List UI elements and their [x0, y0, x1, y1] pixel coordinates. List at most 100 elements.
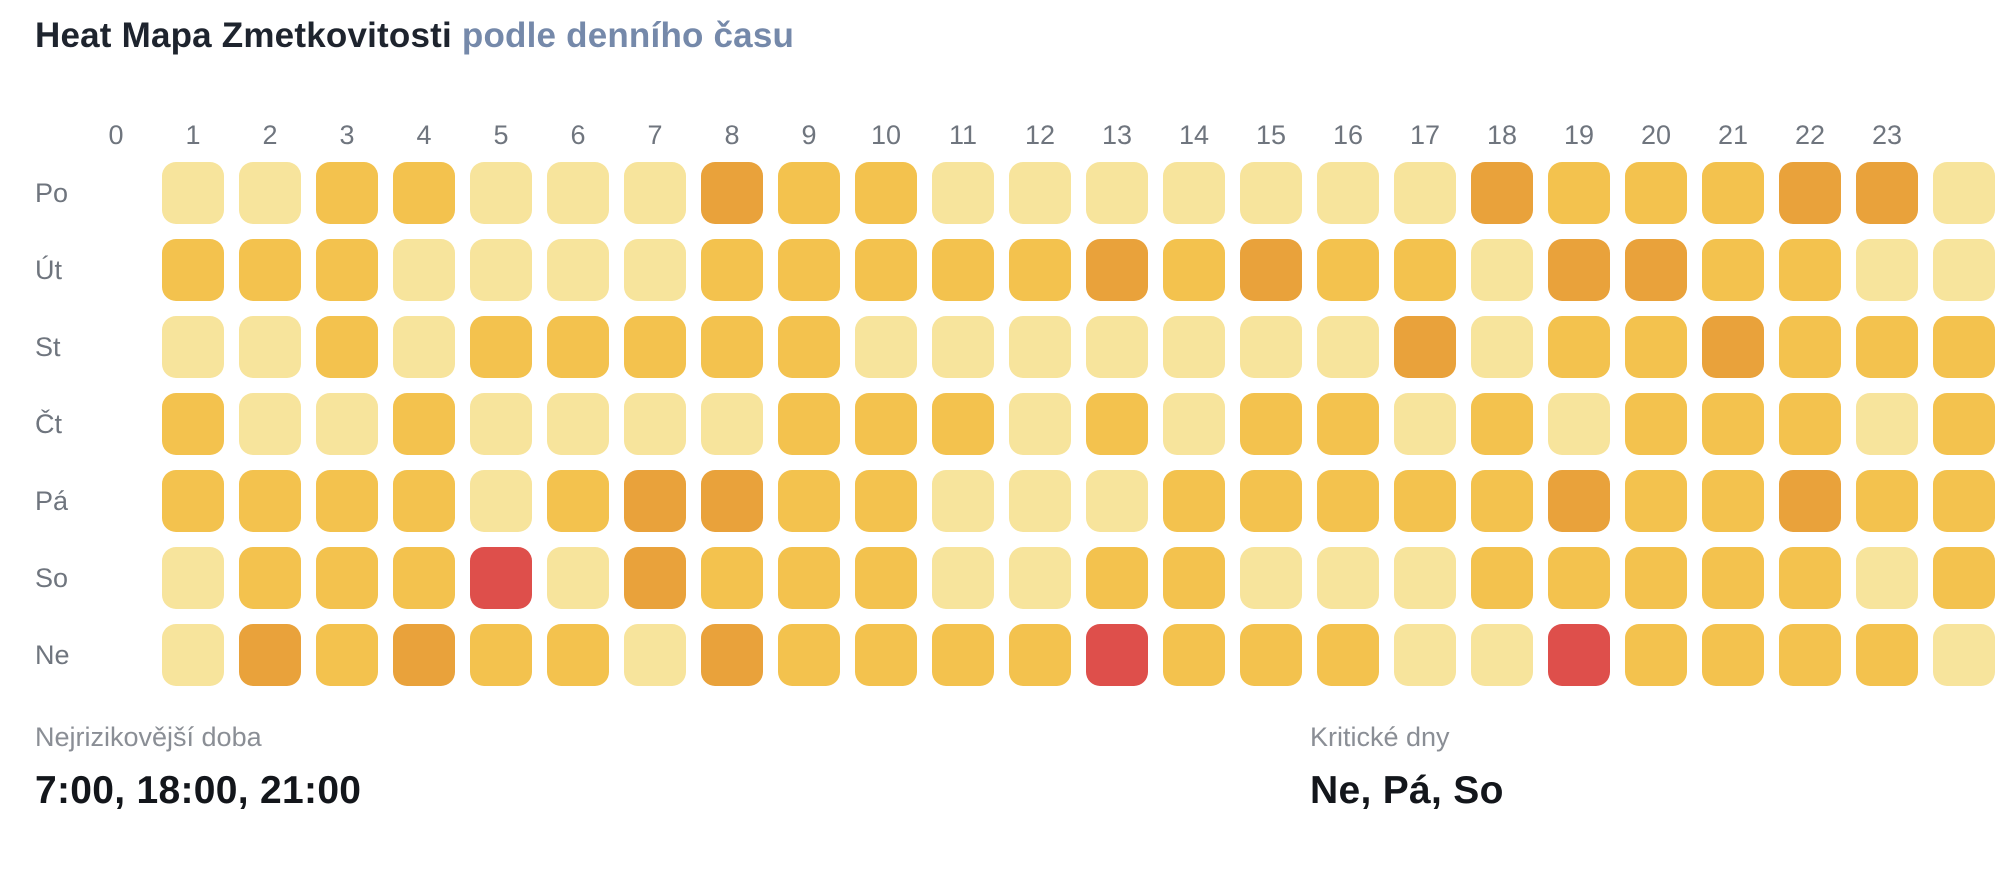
- heatmap-cell[interactable]: [1009, 393, 1071, 455]
- heatmap-cell[interactable]: [1933, 239, 1995, 301]
- heatmap-cell[interactable]: [1779, 547, 1841, 609]
- heatmap-cell[interactable]: [1625, 162, 1687, 224]
- heatmap-cell[interactable]: [1086, 470, 1148, 532]
- heatmap-cell[interactable]: [1548, 470, 1610, 532]
- heatmap-cell[interactable]: [932, 393, 994, 455]
- heatmap-cell[interactable]: [1471, 470, 1533, 532]
- heatmap-cell[interactable]: [547, 316, 609, 378]
- heatmap-cell[interactable]: [470, 162, 532, 224]
- heatmap-cell[interactable]: [239, 162, 301, 224]
- heatmap-cell[interactable]: [393, 624, 455, 686]
- heatmap-cell[interactable]: [778, 239, 840, 301]
- heatmap-cell[interactable]: [1240, 239, 1302, 301]
- heatmap-cell[interactable]: [1394, 162, 1456, 224]
- heatmap-cell[interactable]: [1933, 316, 1995, 378]
- heatmap-cell[interactable]: [1163, 624, 1225, 686]
- heatmap-cell[interactable]: [624, 316, 686, 378]
- heatmap-cell[interactable]: [1163, 162, 1225, 224]
- heatmap-cell[interactable]: [316, 162, 378, 224]
- heatmap-cell[interactable]: [1548, 239, 1610, 301]
- heatmap-cell[interactable]: [1702, 162, 1764, 224]
- heatmap-cell[interactable]: [1086, 624, 1148, 686]
- heatmap-cell[interactable]: [1317, 162, 1379, 224]
- heatmap-cell[interactable]: [239, 393, 301, 455]
- heatmap-cell[interactable]: [162, 624, 224, 686]
- heatmap-cell[interactable]: [470, 239, 532, 301]
- heatmap-cell[interactable]: [1625, 470, 1687, 532]
- heatmap-cell[interactable]: [1702, 239, 1764, 301]
- heatmap-cell[interactable]: [1548, 393, 1610, 455]
- heatmap-cell[interactable]: [1625, 239, 1687, 301]
- heatmap-cell[interactable]: [547, 162, 609, 224]
- heatmap-cell[interactable]: [1240, 162, 1302, 224]
- heatmap-cell[interactable]: [1086, 547, 1148, 609]
- heatmap-cell[interactable]: [547, 470, 609, 532]
- heatmap-cell[interactable]: [855, 393, 917, 455]
- heatmap-cell[interactable]: [701, 162, 763, 224]
- heatmap-cell[interactable]: [162, 316, 224, 378]
- heatmap-cell[interactable]: [1163, 316, 1225, 378]
- heatmap-cell[interactable]: [470, 470, 532, 532]
- heatmap-cell[interactable]: [778, 624, 840, 686]
- heatmap-cell[interactable]: [1009, 239, 1071, 301]
- heatmap-cell[interactable]: [778, 547, 840, 609]
- heatmap-cell[interactable]: [855, 547, 917, 609]
- heatmap-cell[interactable]: [393, 393, 455, 455]
- heatmap-cell[interactable]: [470, 393, 532, 455]
- heatmap-cell[interactable]: [932, 547, 994, 609]
- heatmap-cell[interactable]: [1240, 547, 1302, 609]
- heatmap-cell[interactable]: [1933, 624, 1995, 686]
- heatmap-cell[interactable]: [470, 316, 532, 378]
- heatmap-cell[interactable]: [1086, 393, 1148, 455]
- heatmap-cell[interactable]: [1240, 470, 1302, 532]
- heatmap-cell[interactable]: [1240, 393, 1302, 455]
- heatmap-cell[interactable]: [393, 316, 455, 378]
- heatmap-cell[interactable]: [1625, 393, 1687, 455]
- heatmap-cell[interactable]: [855, 239, 917, 301]
- heatmap-cell[interactable]: [393, 470, 455, 532]
- heatmap-cell[interactable]: [855, 162, 917, 224]
- heatmap-cell[interactable]: [778, 316, 840, 378]
- heatmap-cell[interactable]: [1471, 316, 1533, 378]
- heatmap-cell[interactable]: [239, 239, 301, 301]
- heatmap-cell[interactable]: [624, 470, 686, 532]
- heatmap-cell[interactable]: [1856, 393, 1918, 455]
- heatmap-cell[interactable]: [1009, 316, 1071, 378]
- heatmap-cell[interactable]: [778, 393, 840, 455]
- heatmap-cell[interactable]: [624, 239, 686, 301]
- heatmap-cell[interactable]: [1779, 239, 1841, 301]
- heatmap-cell[interactable]: [316, 393, 378, 455]
- heatmap-cell[interactable]: [1625, 316, 1687, 378]
- heatmap-cell[interactable]: [316, 316, 378, 378]
- heatmap-cell[interactable]: [162, 547, 224, 609]
- heatmap-cell[interactable]: [1086, 162, 1148, 224]
- heatmap-cell[interactable]: [1779, 624, 1841, 686]
- heatmap-cell[interactable]: [316, 547, 378, 609]
- heatmap-cell[interactable]: [1702, 393, 1764, 455]
- heatmap-cell[interactable]: [701, 547, 763, 609]
- heatmap-cell[interactable]: [855, 316, 917, 378]
- heatmap-cell[interactable]: [701, 624, 763, 686]
- heatmap-cell[interactable]: [1240, 316, 1302, 378]
- heatmap-cell[interactable]: [162, 470, 224, 532]
- heatmap-cell[interactable]: [1394, 547, 1456, 609]
- heatmap-cell[interactable]: [1009, 547, 1071, 609]
- heatmap-cell[interactable]: [701, 239, 763, 301]
- heatmap-cell[interactable]: [547, 547, 609, 609]
- heatmap-cell[interactable]: [855, 470, 917, 532]
- heatmap-cell[interactable]: [239, 624, 301, 686]
- heatmap-cell[interactable]: [1394, 624, 1456, 686]
- heatmap-cell[interactable]: [1933, 162, 1995, 224]
- heatmap-cell[interactable]: [1625, 624, 1687, 686]
- heatmap-cell[interactable]: [1933, 547, 1995, 609]
- heatmap-cell[interactable]: [624, 624, 686, 686]
- heatmap-cell[interactable]: [1009, 470, 1071, 532]
- heatmap-cell[interactable]: [162, 393, 224, 455]
- heatmap-cell[interactable]: [1625, 547, 1687, 609]
- heatmap-cell[interactable]: [1394, 393, 1456, 455]
- heatmap-cell[interactable]: [1163, 547, 1225, 609]
- heatmap-cell[interactable]: [701, 316, 763, 378]
- heatmap-cell[interactable]: [1471, 393, 1533, 455]
- heatmap-cell[interactable]: [1702, 470, 1764, 532]
- heatmap-cell[interactable]: [1471, 162, 1533, 224]
